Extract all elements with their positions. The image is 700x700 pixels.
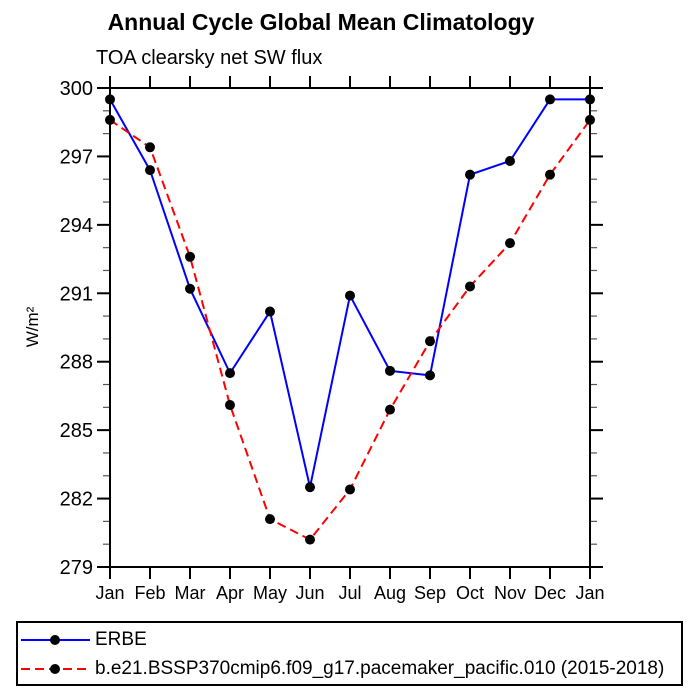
- y-axis-label: 297: [60, 146, 93, 168]
- data-point-model: [505, 238, 515, 249]
- data-point-erbe: [105, 94, 115, 105]
- x-axis-label: Jul: [338, 583, 361, 603]
- data-point-erbe: [425, 370, 435, 381]
- y-axis-label: 288: [60, 352, 93, 374]
- x-axis-label: May: [253, 583, 287, 603]
- line-chart: Jan Feb Mar Apr May Jun Jul Aug Sep Oct Nov Dec Jan2…: [23, 76, 605, 603]
- x-axis-label: Jun: [295, 583, 324, 603]
- x-axis-label: Nov: [494, 583, 526, 603]
- data-point-model: [185, 251, 195, 262]
- legend-marker: [50, 634, 60, 645]
- legend-label-model: b.e21.BSSP370cmip6.f09_g17.pacemaker_pac…: [95, 657, 665, 679]
- y-axis-label: 300: [60, 78, 93, 100]
- x-axis-label: Aug: [374, 583, 406, 603]
- data-point-erbe: [385, 365, 395, 376]
- legend-sample-erbe: [21, 634, 90, 645]
- x-axis-label: Apr: [216, 583, 244, 603]
- data-point-model: [225, 400, 235, 411]
- series-line-model: [109, 119, 591, 541]
- data-point-erbe: [305, 482, 315, 493]
- data-point-erbe: [345, 290, 355, 301]
- data-point-model: [425, 336, 435, 347]
- x-axis-label: Mar: [175, 583, 206, 603]
- x-axis-label: Jan: [95, 583, 124, 603]
- data-point-erbe: [185, 283, 195, 294]
- y-axis-label: 279: [60, 557, 93, 579]
- x-axis-label: Sep: [414, 583, 446, 603]
- plot-frame: [109, 87, 591, 568]
- data-point-model: [105, 114, 115, 125]
- x-axis-label: Jan: [575, 583, 604, 603]
- chart-title: Annual Cycle Global Mean Climatology: [107, 9, 535, 35]
- data-point-model: [385, 404, 395, 415]
- x-axis-label: Oct: [456, 583, 484, 603]
- data-point-erbe: [465, 169, 475, 180]
- data-point-model: [305, 534, 315, 545]
- chart-subtitle: TOA clearsky net SW flux: [96, 47, 323, 69]
- data-point-model: [465, 281, 475, 292]
- y-axis-label: 282: [60, 489, 93, 511]
- y-axis-label: 291: [60, 283, 93, 305]
- legend-sample-model: [21, 663, 90, 674]
- data-point-erbe: [225, 368, 235, 379]
- data-point-model: [585, 114, 595, 125]
- data-point-model: [345, 484, 355, 495]
- data-point-erbe: [145, 165, 155, 176]
- data-point-erbe: [585, 94, 595, 105]
- data-point-erbe: [265, 306, 275, 317]
- legend-item-erbe: ERBE: [18, 625, 681, 654]
- y-axis-label: 294: [60, 215, 93, 237]
- data-point-model: [145, 142, 155, 153]
- legend-label-erbe: ERBE: [95, 628, 147, 650]
- y-axis-label: 285: [60, 420, 93, 442]
- x-axis-label: Dec: [534, 583, 566, 603]
- legend: ERBE b.e21.BSSP370cmip6.f09_g17.pacemake…: [16, 621, 683, 686]
- data-point-erbe: [505, 155, 515, 166]
- legend-marker: [50, 663, 60, 674]
- data-point-erbe: [545, 94, 555, 105]
- y-axis-title: W/m²: [23, 306, 42, 347]
- legend-item-model: b.e21.BSSP370cmip6.f09_g17.pacemaker_pac…: [18, 654, 681, 683]
- data-point-model: [265, 514, 275, 525]
- data-point-model: [545, 169, 555, 180]
- x-axis-label: Feb: [134, 583, 165, 603]
